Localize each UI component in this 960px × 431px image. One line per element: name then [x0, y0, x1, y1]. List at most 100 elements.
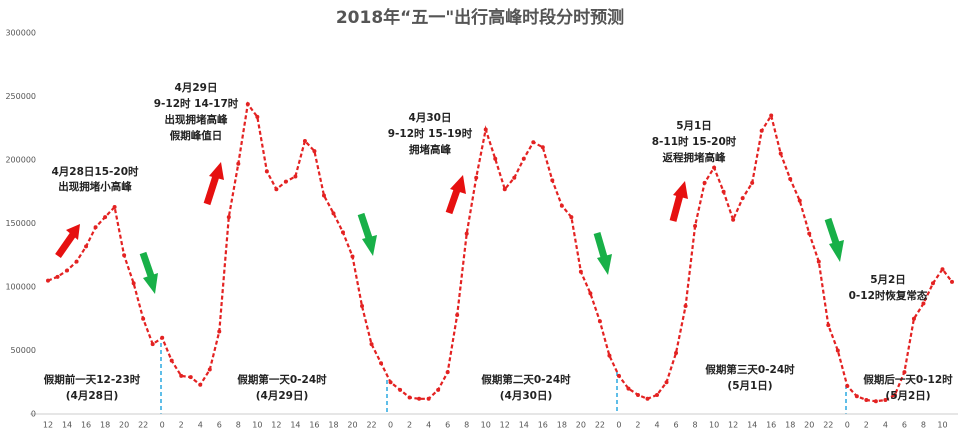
data-point [940, 267, 945, 272]
data-point [883, 398, 888, 403]
data-point [845, 384, 850, 389]
data-point [664, 380, 669, 385]
annotation: (4月29日) [256, 390, 309, 402]
data-point [245, 102, 250, 107]
data-point [264, 169, 269, 174]
x-tick-label: 18 [328, 421, 338, 430]
annotation: (4月30日) [500, 390, 553, 402]
x-tick-label: 8 [693, 421, 698, 430]
x-tick-label: 20 [347, 421, 357, 430]
data-point [321, 193, 326, 198]
x-tick-label: 14 [519, 421, 529, 430]
x-tick-label: 18 [785, 421, 795, 430]
y-tick-label: 300000 [5, 29, 36, 38]
data-point [398, 387, 403, 392]
annotation: 假期第一天0-24时 [237, 373, 327, 386]
x-tick-label: 12 [728, 421, 738, 430]
data-point [188, 375, 193, 380]
annotation: (4月28日) [66, 390, 119, 402]
data-point [721, 189, 726, 194]
x-tick-label: 8 [921, 421, 926, 430]
data-point [274, 187, 279, 192]
x-tick-label: 2 [864, 421, 869, 430]
data-point [198, 382, 203, 387]
x-tick-label: 14 [747, 421, 757, 430]
data-point [379, 361, 384, 366]
data-point [464, 231, 469, 236]
x-tick-label: 4 [883, 421, 888, 430]
data-point [807, 231, 812, 236]
data-point [283, 179, 288, 184]
data-point [921, 301, 926, 306]
data-point [864, 398, 869, 403]
x-tick-label: 10 [709, 421, 719, 430]
x-tick-label: 8 [464, 421, 469, 430]
data-point [531, 140, 536, 145]
x-tick-label: 16 [766, 421, 776, 430]
annotation: 4月30日 [409, 112, 452, 124]
data-point [655, 392, 660, 397]
annotation: 5月1日 [676, 120, 712, 132]
data-point [474, 175, 479, 180]
data-point [902, 370, 907, 375]
x-tick-label: 12 [271, 421, 281, 430]
data-point [797, 198, 802, 203]
annotation: 假期第二天0-24时 [481, 373, 571, 386]
data-point [769, 113, 774, 118]
data-line [47, 101, 953, 403]
x-tick-label: 22 [595, 421, 605, 430]
annotation: 0-12时恢复常态 [849, 289, 928, 302]
data-point [369, 342, 374, 347]
data-point [597, 319, 602, 324]
data-point [417, 396, 422, 401]
x-tick-label: 10 [481, 421, 491, 430]
x-tick-label: 10 [252, 421, 262, 430]
data-point [626, 386, 631, 391]
x-tick-label: 4 [654, 421, 659, 430]
data-point [331, 211, 336, 216]
data-point [702, 180, 707, 185]
data-point [312, 149, 317, 154]
x-tick-label: 22 [366, 421, 376, 430]
data-point [84, 244, 89, 249]
x-tick-label: 10 [937, 421, 947, 430]
data-point [740, 196, 745, 201]
x-tick-label: 0 [845, 421, 850, 430]
data-point [550, 178, 555, 183]
data-point [236, 161, 241, 166]
data-point [293, 174, 298, 179]
data-point [141, 316, 146, 321]
data-point [778, 151, 783, 156]
x-tick-label: 18 [557, 421, 567, 430]
data-point [588, 291, 593, 296]
decor [55, 162, 847, 414]
data-point [426, 396, 431, 401]
data-point [388, 380, 393, 385]
y-tick-label: 50000 [11, 346, 36, 355]
data-point [483, 127, 488, 132]
data-point [350, 254, 355, 259]
x-tick-label: 8 [236, 421, 241, 430]
data-point [502, 187, 507, 192]
data-point [226, 215, 231, 220]
data-point [826, 323, 831, 328]
x-tick-label: 6 [673, 421, 678, 430]
annotation: 4月29日 [175, 82, 218, 94]
data-point [55, 274, 60, 279]
x-tick-label: 12 [43, 421, 53, 430]
x-tick-label: 22 [823, 421, 833, 430]
data-point [103, 215, 108, 220]
data-point [521, 156, 526, 161]
data-point [407, 395, 412, 400]
data-point [750, 180, 755, 185]
data-point [759, 128, 764, 133]
data-point [616, 373, 621, 378]
x-tick-label: 22 [138, 421, 148, 430]
data-point [693, 224, 698, 229]
x-tick-label: 14 [290, 421, 300, 430]
x-tick-label: 16 [309, 421, 319, 430]
annotation: 返程拥堵高峰 [663, 151, 726, 164]
annotation: 假期前一天12-23时 [44, 373, 141, 386]
data-point [674, 351, 679, 356]
data-point [559, 203, 564, 208]
